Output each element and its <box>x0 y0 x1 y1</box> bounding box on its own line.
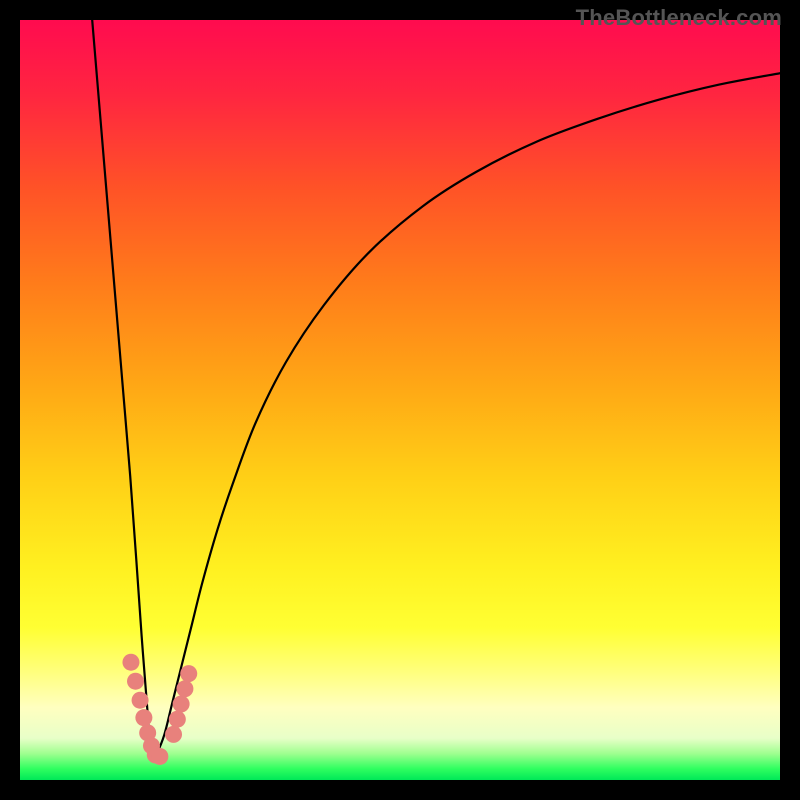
watermark-text: TheBottleneck.com <box>576 5 782 31</box>
marker-dot <box>180 665 197 682</box>
plot-area <box>20 20 780 780</box>
marker-dot <box>173 696 190 713</box>
marker-dot <box>135 709 152 726</box>
marker-dot <box>165 726 182 743</box>
chart-container: TheBottleneck.com <box>0 0 800 800</box>
marker-dot <box>122 654 139 671</box>
markers-group <box>122 654 197 765</box>
curve-svg <box>20 20 780 780</box>
marker-dot <box>176 680 193 697</box>
bottleneck-curve <box>92 20 780 758</box>
marker-dot <box>127 673 144 690</box>
marker-dot <box>132 692 149 709</box>
marker-dot <box>169 711 186 728</box>
marker-dot <box>151 748 168 765</box>
